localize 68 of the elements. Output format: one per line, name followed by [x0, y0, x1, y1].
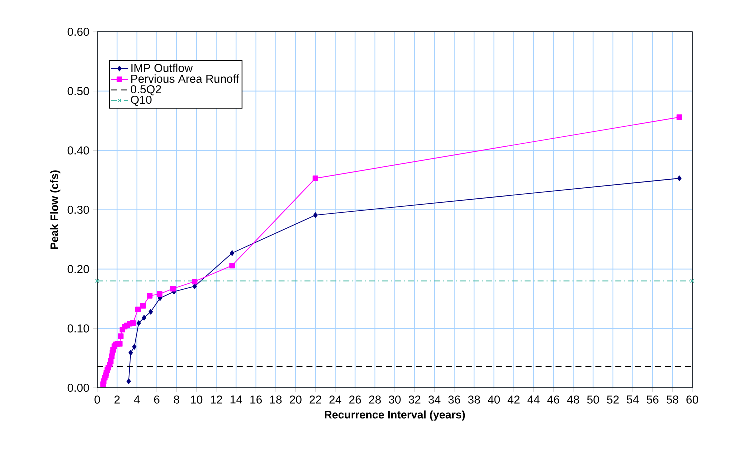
x-tick-label: 22 [310, 396, 322, 404]
x-tick-label: 12 [211, 396, 222, 404]
x-tick-label: 40 [488, 396, 500, 404]
point [676, 114, 682, 120]
x-tick-label: 50 [587, 396, 600, 404]
y-tick-label: 0.00 [68, 384, 90, 392]
x-tick-label: 34 [428, 396, 441, 404]
y-tick-label: 0.40 [68, 146, 90, 155]
x-tick-label: 8 [174, 396, 180, 404]
point [677, 176, 682, 182]
point [130, 320, 136, 326]
point [140, 303, 146, 309]
point [118, 334, 124, 340]
y-tick-label: 0.60 [68, 28, 90, 36]
x-tick-label: 54 [627, 396, 640, 404]
x-tick-label: 18 [270, 396, 282, 404]
x-tick-label: 48 [567, 396, 580, 404]
point [95, 279, 100, 284]
x-tick-label: 6 [154, 396, 160, 404]
y-tick-label: 0.20 [68, 265, 90, 274]
legend-label: Pervious Area Runoff [132, 74, 240, 84]
point [230, 250, 235, 256]
y-tick-label: 0.10 [68, 324, 90, 333]
legend-label: 0.5Q2 [131, 85, 162, 96]
point [108, 358, 114, 364]
x-tick-label: 56 [646, 396, 659, 404]
x-tick-label: 4 [134, 396, 140, 404]
x-tick-label: 2 [114, 396, 120, 404]
point [690, 279, 695, 284]
y-tick-label: 0.50 [68, 87, 90, 96]
x-tick-label: 38 [468, 396, 480, 404]
x-tick-label: 42 [508, 396, 520, 404]
point [136, 320, 142, 326]
x-tick-label: 32 [408, 396, 421, 404]
point [230, 262, 236, 269]
x-tick-label: 30 [389, 396, 401, 404]
x-tick-label: 20 [290, 396, 302, 404]
x-tick-label: 24 [330, 396, 342, 404]
point [132, 344, 137, 350]
point [312, 176, 318, 182]
point [192, 279, 198, 285]
point [148, 309, 154, 315]
x-tick-label: 52 [607, 396, 619, 404]
point [147, 293, 153, 299]
legend-label: Q10 [131, 96, 152, 106]
x-tick-label: 58 [666, 396, 679, 404]
y-axis-title: Peak Flow (cfs) [50, 170, 61, 250]
x-tick-label: 28 [369, 396, 382, 404]
x-tick-label: 44 [528, 396, 540, 404]
x-tick-label: 0 [94, 396, 100, 404]
point [117, 341, 123, 347]
y-tick-label: 0.30 [68, 206, 90, 214]
point [128, 350, 134, 356]
x-tick-label: 14 [230, 396, 242, 404]
point [170, 286, 176, 292]
point [135, 306, 142, 312]
point [313, 212, 318, 218]
x-tick-label: 36 [448, 396, 460, 404]
x-tick-label: 10 [191, 396, 203, 404]
point [157, 291, 163, 298]
point [142, 315, 146, 321]
x-tick-label: 16 [250, 396, 262, 404]
legend-label: IMP Outflow [132, 64, 194, 72]
x-tick-label: 60 [686, 396, 698, 404]
x-axis-title: Recurrence Interval (years) [325, 410, 466, 421]
x-tick-label: 26 [350, 396, 362, 404]
point [126, 378, 132, 384]
x-tick-label: 46 [548, 396, 560, 404]
